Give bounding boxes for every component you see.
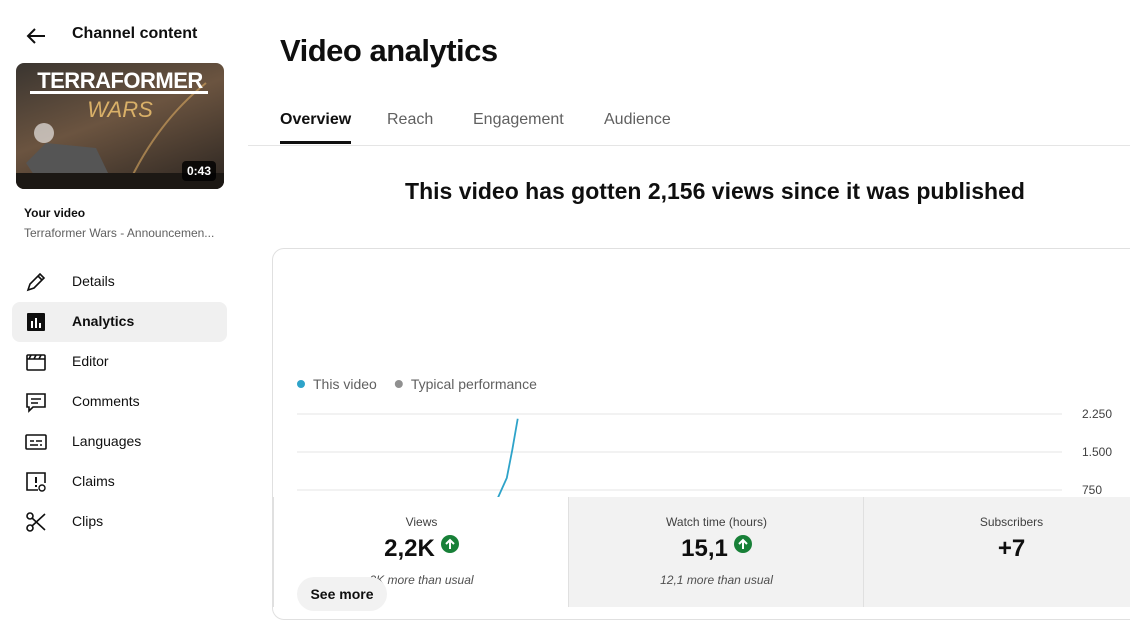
nav-item[interactable]: Editor xyxy=(12,342,227,382)
analytics-panel: Views 2,2K 2K more than usual Watch time (… xyxy=(272,248,1130,620)
claims-icon xyxy=(26,472,46,492)
back-arrow[interactable] xyxy=(24,24,48,48)
languages-icon xyxy=(25,434,47,450)
nav-label: Languages xyxy=(72,433,142,449)
nav-label: Comments xyxy=(72,393,140,409)
nav-item[interactable]: Languages xyxy=(12,422,227,462)
video-thumbnail[interactable]: TERRAFORMER WARS 0:43 xyxy=(16,63,224,189)
trend-up-icon xyxy=(440,535,459,553)
arrow xyxy=(445,538,455,549)
y-tick-label: 2.250 xyxy=(1082,407,1112,421)
your-video-label: Your video xyxy=(24,206,86,220)
metric-card[interactable]: Watch time (hours) 15,1 12,1 more than usu… xyxy=(568,497,864,607)
metric-value: 15,1 xyxy=(569,535,864,563)
nav-label: Details xyxy=(72,273,115,289)
legend-dot xyxy=(297,380,305,388)
nav-label: Clips xyxy=(72,513,104,529)
nav-item[interactable]: Clips xyxy=(12,502,227,542)
y-tick-label: 750 xyxy=(1082,483,1102,497)
metric-value: +7 xyxy=(864,535,1130,563)
tab[interactable]: Overview xyxy=(280,111,352,128)
metric-label: Watch time (hours) xyxy=(666,515,767,529)
legend-label: This video xyxy=(313,376,377,392)
metric-number: +7 xyxy=(997,535,1026,562)
video-title: Terraformer Wars - Announcemen... xyxy=(24,226,215,240)
nav-item[interactable]: Comments xyxy=(12,382,227,422)
metric-number: 15,1 xyxy=(681,535,728,562)
metric-card[interactable]: Subscribers +7 xyxy=(863,497,1130,607)
back-title: Channel content xyxy=(72,25,198,42)
y-tick-label: 1.500 xyxy=(1082,445,1112,459)
metric-value: 2,2K xyxy=(274,535,569,563)
nav-label: Claims xyxy=(72,473,115,489)
tab[interactable]: Audience xyxy=(604,111,671,128)
tab[interactable]: Engagement xyxy=(473,111,564,128)
headline: This video has gotten 2,156 views since … xyxy=(405,178,1025,204)
duration-badge: 0:43 xyxy=(181,161,216,181)
tab-underline xyxy=(280,141,351,144)
metric-label: Subscribers xyxy=(979,515,1044,529)
nav-label: Analytics xyxy=(72,313,135,329)
thumbnail-subtitle: WARS xyxy=(87,97,153,122)
arrow xyxy=(738,538,748,549)
trend-up-icon xyxy=(733,535,752,553)
details-icon xyxy=(26,272,46,292)
nav-item[interactable]: Claims xyxy=(12,462,227,502)
analytics-icon xyxy=(27,313,45,331)
tab-divider xyxy=(248,145,1130,146)
metric-note: 12,1 more than usual xyxy=(660,573,773,587)
nav-item[interactable]: Details xyxy=(12,262,227,302)
comments-icon xyxy=(26,393,46,413)
nav-item[interactable]: Analytics xyxy=(12,302,227,342)
page-title: Video analytics xyxy=(280,33,498,68)
clips-icon xyxy=(26,512,46,532)
thumbnail-title: TERRAFORMER xyxy=(37,68,203,93)
legend-label: Typical performance xyxy=(411,376,537,392)
metric-label: Views xyxy=(405,515,438,529)
metric-number: 2,2K xyxy=(384,535,435,562)
metric-note: 2K more than usual xyxy=(369,573,474,587)
tab[interactable]: Reach xyxy=(387,111,434,128)
editor-icon xyxy=(26,354,46,371)
legend-dot xyxy=(394,380,403,388)
thumbnail-art xyxy=(16,82,224,189)
nav-label: Editor xyxy=(72,353,109,369)
see-more-button[interactable]: See more xyxy=(297,577,387,611)
